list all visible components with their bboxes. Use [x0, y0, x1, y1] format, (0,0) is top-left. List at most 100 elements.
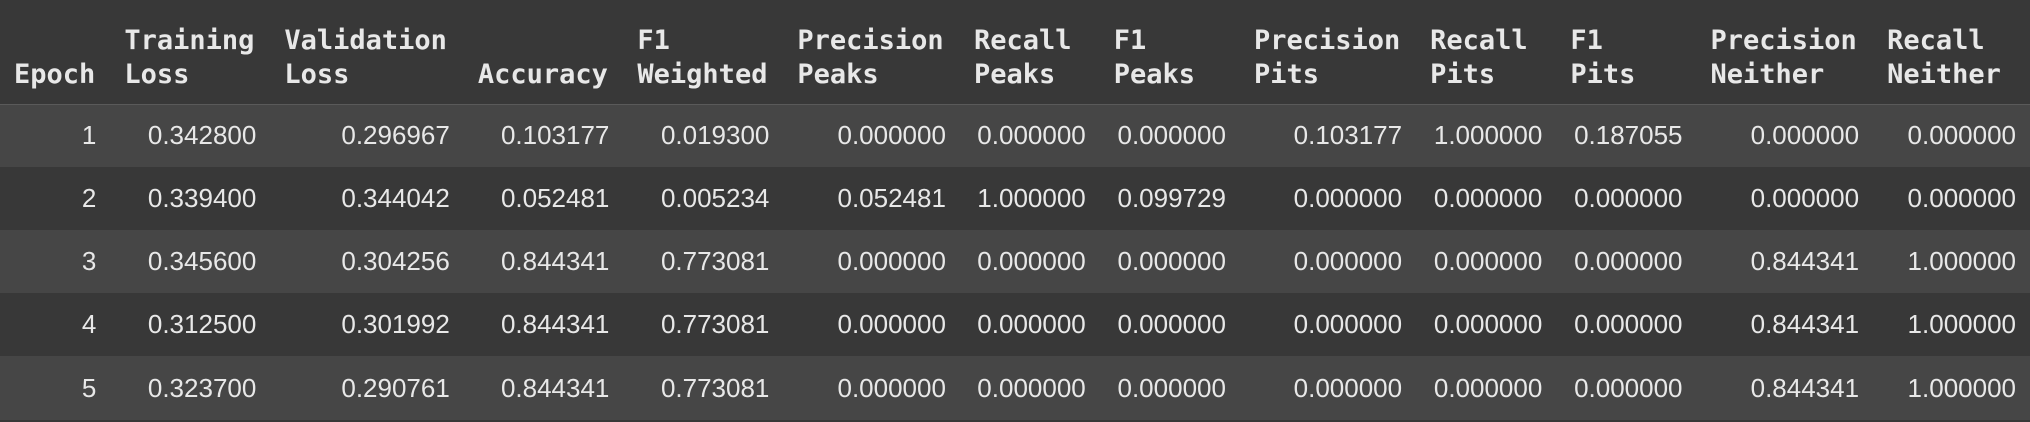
metric-cell: 0.301992 [341, 309, 450, 339]
column-header: Epoch [0, 0, 111, 105]
column-header-line: Recall [973, 24, 1072, 56]
column-header-line: Loss [284, 58, 350, 90]
metric-cell: 0.052481 [500, 183, 610, 213]
column-header-line: Training [124, 24, 255, 56]
metric-cell: 0.005234 [660, 183, 770, 213]
column-header-line: Peaks [1113, 58, 1196, 90]
metric-cell: 0.000000 [1574, 183, 1683, 213]
table-header: Epoch Training Loss Validation Loss Accuracy F… [0, 0, 2030, 105]
column-header: F1 Pits [1556, 0, 1697, 105]
metric-cell: 0.103177 [500, 120, 610, 151]
column-header-line: Precision [1253, 24, 1401, 56]
column-header-line: Precision [1710, 24, 1857, 56]
column-header: F1 Peaks [1099, 0, 1240, 105]
metric-cell: 0.000000 [1293, 372, 1403, 403]
epoch-cell: 1 [81, 120, 97, 151]
metric-cell: 1.000000 [1907, 309, 2016, 339]
column-header-line: F1 [637, 24, 670, 56]
table-row: 4 0.312500 0.301992 0.844341 0.773081 0.00000… [0, 293, 2030, 356]
column-header: Precision Pits [1239, 0, 1417, 105]
metric-cell: 0.844341 [1750, 372, 1860, 403]
metric-cell: 0.312500 [147, 309, 257, 339]
metric-cell: 0.000000 [1293, 246, 1403, 276]
metric-cell: 0.000000 [1574, 372, 1683, 403]
column-header: Recall Peaks [959, 0, 1100, 105]
metric-cell: 0.773081 [660, 246, 770, 276]
epoch-cell: 4 [81, 309, 97, 339]
metric-cell: 0.000000 [1293, 183, 1403, 213]
table-row: 2 0.339400 0.344042 0.052481 0.005234 0.05248… [0, 167, 2030, 230]
table-row: 1 0.342800 0.296967 0.103177 0.019300 0.00000… [0, 104, 2030, 167]
column-header-line: Precision [797, 24, 944, 56]
column-header: Validation Loss [270, 0, 464, 105]
metric-cell: 0.342800 [147, 120, 257, 151]
metric-cell: 0.844341 [1750, 246, 1860, 276]
column-header: Recall Neither [1873, 0, 2030, 105]
metric-cell: 0.000000 [1750, 183, 1860, 213]
metric-cell: 0.844341 [1750, 309, 1860, 339]
metric-cell: 0.000000 [977, 120, 1086, 151]
metric-cell: 0.000000 [1750, 120, 1860, 151]
metric-cell: 0.296967 [341, 120, 450, 151]
metric-cell: 0.000000 [837, 246, 946, 276]
metric-cell: 0.304256 [341, 246, 450, 276]
metric-cell: 1.000000 [1907, 246, 2016, 276]
metric-cell: 0.000000 [1433, 309, 1543, 339]
column-header-line: Recall [1887, 24, 1985, 56]
metric-cell: 0.000000 [837, 309, 946, 339]
metric-cell: 0.000000 [1433, 246, 1543, 276]
column-header: Accuracy [463, 0, 624, 105]
header-row: Epoch Training Loss Validation Loss Accuracy F… [0, 0, 2030, 105]
column-header-line: F1 [1570, 24, 1603, 56]
metric-cell: 0.000000 [1574, 246, 1683, 276]
metric-cell: 0.103177 [1293, 120, 1403, 151]
metric-cell: 0.000000 [1433, 183, 1543, 213]
column-header-line: Peaks [973, 58, 1056, 90]
column-header-line: Peaks [797, 58, 879, 90]
column-header-line: Weighted [637, 58, 768, 90]
epoch-cell: 3 [81, 246, 97, 276]
metric-cell: 0.000000 [1907, 120, 2016, 151]
column-header-line: Recall [1430, 24, 1528, 56]
column-header: Precision Neither [1696, 0, 1874, 105]
metric-cell: 0.099729 [1117, 183, 1226, 213]
metric-cell: 0.052481 [837, 183, 946, 213]
epoch-cell: 5 [81, 372, 97, 403]
column-header: Recall Pits [1416, 0, 1557, 105]
column-header: Precision Peaks [783, 0, 960, 105]
metric-cell: 0.187055 [1574, 120, 1683, 151]
column-header-line: Accuracy [477, 58, 608, 90]
metric-cell: 0.339400 [147, 183, 257, 213]
metric-cell: 0.000000 [1117, 120, 1226, 151]
metric-cell: 0.345600 [147, 246, 257, 276]
metric-cell: 1.000000 [1433, 120, 1543, 151]
column-header: F1 Weighted [623, 0, 784, 105]
metric-cell: 0.000000 [837, 120, 946, 151]
epoch-cell: 2 [81, 183, 97, 213]
metric-cell: 0.000000 [977, 246, 1086, 276]
metric-cell: 0.344042 [341, 183, 450, 213]
column-header-line: F1 [1113, 24, 1147, 56]
column-header: Training Loss [110, 0, 271, 105]
table-row: 3 0.345600 0.304256 0.844341 0.773081 0.00000… [0, 230, 2030, 293]
metric-cell: 1.000000 [977, 183, 1086, 213]
column-header-line: Pits [1253, 58, 1319, 90]
metric-cell: 0.000000 [1433, 372, 1543, 403]
metric-cell: 0.000000 [1117, 246, 1226, 276]
metric-cell: 0.290761 [341, 372, 450, 403]
metric-cell: 0.000000 [837, 372, 946, 403]
metric-cell: 0.000000 [1117, 372, 1226, 403]
column-header-line: Neither [1887, 58, 2001, 90]
metric-cell: 0.000000 [977, 309, 1086, 339]
metric-cell: 1.000000 [1907, 372, 2016, 403]
column-header-line: Epoch [14, 58, 96, 90]
metric-cell: 0.000000 [1574, 309, 1683, 339]
column-header-line: Neither [1710, 58, 1825, 90]
column-header-line: Validation [284, 24, 447, 56]
metric-cell: 0.773081 [660, 309, 770, 339]
metric-cell: 0.323700 [147, 372, 257, 403]
metric-cell: 0.844341 [500, 372, 610, 403]
metric-cell: 0.000000 [1293, 309, 1403, 339]
